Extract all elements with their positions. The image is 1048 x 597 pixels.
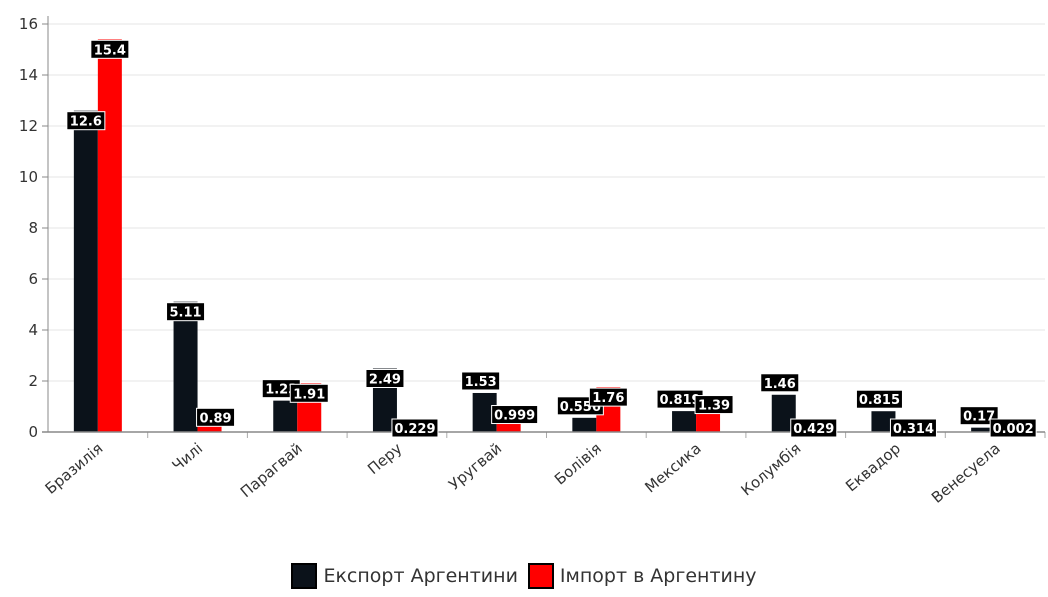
data-label-box — [166, 302, 206, 322]
data-label-text: 5.11 — [170, 306, 202, 321]
data-label: 0.819 — [656, 389, 704, 409]
data-label-text: 1.53 — [465, 375, 497, 390]
bar-chart: 0 2 4 6 8 10 12 14 16 Бразилія Чилі Парагвай Перу Уру… — [19, 15, 1046, 507]
data-label-box — [196, 407, 236, 427]
data-label-text: 0.229 — [394, 422, 435, 437]
bar-export — [173, 301, 198, 432]
x-tick-label: Колумбія — [738, 439, 805, 499]
data-label-text: 0.815 — [859, 393, 900, 408]
data-label-box — [694, 395, 734, 415]
y-tick-label: 10 — [19, 168, 38, 186]
bar-export — [871, 411, 896, 432]
data-label-box — [90, 39, 130, 59]
data-label: 12.6 — [66, 111, 106, 131]
y-tick-label: 16 — [19, 15, 38, 33]
data-label-text: 1.39 — [698, 399, 730, 414]
data-label: 0.229 — [391, 418, 439, 438]
data-label-box — [365, 369, 405, 389]
data-label-box — [289, 383, 329, 403]
y-tick-label: 14 — [19, 66, 38, 84]
data-label-box — [889, 418, 937, 438]
bar-import — [97, 39, 122, 433]
data-label-text: 0.999 — [494, 409, 535, 424]
data-label: 1.76 — [588, 387, 628, 407]
x-tick-label: Еквадор — [842, 439, 904, 495]
bar-export — [73, 110, 98, 432]
data-label: 0.002 — [989, 418, 1037, 438]
legend-swatch-export — [291, 563, 318, 589]
y-tick-label: 12 — [19, 117, 38, 135]
data-label: 0.17 — [959, 406, 999, 426]
y-tick-label: 0 — [28, 423, 38, 441]
data-label: 0.815 — [855, 389, 903, 409]
legend-swatch-import — [527, 563, 554, 589]
data-label: 1.91 — [289, 383, 329, 403]
y-tick-label: 8 — [28, 219, 38, 237]
data-label-box — [491, 405, 539, 425]
x-tick-label: Чилі — [169, 439, 206, 475]
data-label-text: 15.4 — [94, 43, 126, 58]
data-label-text: 0.314 — [893, 422, 934, 437]
legend: Експорт Аргентини Імпорт в Аргентину — [0, 563, 1048, 589]
data-label: 15.4 — [90, 39, 130, 59]
data-label-text: 12.6 — [70, 115, 102, 130]
data-label: 1.46 — [760, 373, 800, 393]
data-label-text: 0.429 — [793, 422, 834, 437]
data-label-box — [461, 371, 501, 391]
data-label: 1.53 — [461, 371, 501, 391]
data-label-text: 0.002 — [993, 422, 1034, 437]
data-label-box — [959, 406, 999, 426]
bar-export — [672, 411, 697, 432]
bar-export — [971, 427, 996, 432]
bar-export — [273, 400, 298, 432]
y-tick-label: 2 — [28, 372, 38, 390]
data-label: 0.429 — [790, 418, 838, 438]
data-label: 0.89 — [196, 407, 236, 427]
data-label: 5.11 — [166, 302, 206, 322]
data-label-text: 1.91 — [293, 387, 325, 402]
data-label-box — [760, 373, 800, 393]
legend-label-import: Імпорт в Аргентину — [559, 565, 757, 587]
data-label-box — [391, 418, 439, 438]
data-label-box — [588, 387, 628, 407]
data-label-text: 0.819 — [659, 393, 700, 408]
data-label: 0.999 — [491, 405, 539, 425]
data-label-text: 1.76 — [592, 391, 624, 406]
data-label-text: 0.17 — [963, 410, 995, 425]
data-label-box — [989, 418, 1037, 438]
data-label: 2.49 — [365, 369, 405, 389]
y-tick-label: 4 — [28, 321, 38, 339]
data-label-text: 1.23 — [265, 383, 297, 398]
x-tick-label: Парагвай — [237, 439, 306, 501]
bar-export — [572, 417, 597, 432]
legend-item-export[interactable]: Експорт Аргентини — [291, 563, 518, 589]
data-label-text: 0.89 — [200, 411, 232, 426]
data-label: 0.314 — [889, 418, 937, 438]
y-tick-label: 6 — [28, 270, 38, 288]
x-tick-label: Уругвай — [445, 439, 505, 493]
x-tick-label: Перу — [364, 439, 405, 478]
x-tick-label: Венесуела — [928, 439, 1004, 507]
x-tick-label: Бразилія — [42, 439, 107, 497]
legend-item-import[interactable]: Імпорт в Аргентину — [527, 563, 757, 589]
data-label-text: 1.46 — [764, 377, 796, 392]
data-label-text: 2.49 — [369, 373, 401, 388]
x-tick-label: Болівія — [551, 439, 605, 488]
data-label-box — [855, 389, 903, 409]
data-label-box — [790, 418, 838, 438]
data-label-box — [66, 111, 106, 131]
data-label: 1.39 — [694, 395, 734, 415]
x-tick-label: Мексика — [641, 439, 704, 496]
legend-label-export: Експорт Аргентини — [323, 565, 518, 587]
